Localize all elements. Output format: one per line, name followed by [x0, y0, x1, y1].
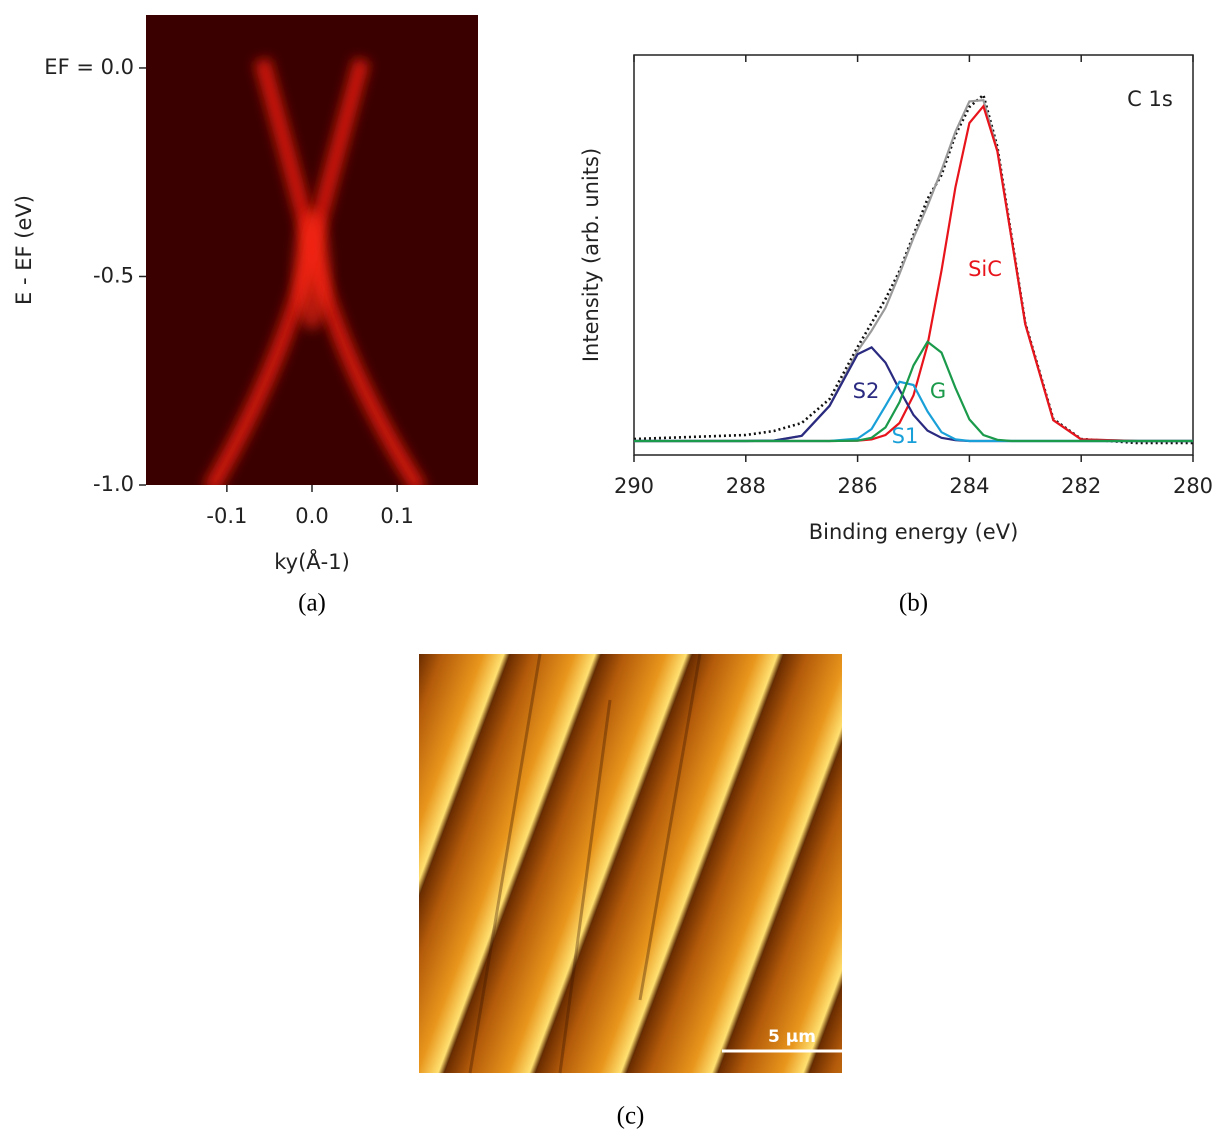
x-tick-label: -0.1 [206, 504, 247, 528]
scale-bar-label: 5 μm [768, 1027, 816, 1047]
series-label: S1 [892, 424, 919, 448]
x-axis-label: Binding energy (eV) [809, 520, 1019, 544]
afm-image [419, 653, 842, 1074]
series-line [634, 340, 1193, 443]
x-tick-label: 282 [1061, 474, 1101, 498]
y-axis-label: Intensity (arb. units) [579, 148, 603, 362]
annotation: C 1s [1127, 87, 1173, 111]
panel-caption: (b) [899, 590, 928, 617]
x-tick-label: 290 [614, 474, 654, 498]
panel-caption: (c) [617, 1103, 645, 1130]
x-tick-label: 284 [949, 474, 989, 498]
y-tick-label: -1.0 [93, 472, 134, 496]
series-line [634, 99, 1193, 443]
y-tick-label: -0.5 [93, 263, 134, 287]
x-tick-label: 286 [838, 474, 878, 498]
x-tick-label: 0.1 [380, 504, 413, 528]
plot-frame [633, 54, 1194, 456]
x-tick-label: 0.0 [295, 504, 328, 528]
series-label: G [930, 379, 946, 403]
y-axis-label: E - EF (eV) [12, 195, 36, 305]
x-tick-label: 280 [1173, 474, 1213, 498]
series-line [633, 92, 1193, 445]
series-line [634, 103, 1193, 443]
series-label: SiC [968, 257, 1002, 281]
x-tick-label: 288 [726, 474, 766, 498]
series-label: S2 [853, 379, 880, 403]
arpes-image [146, 15, 478, 485]
panel-caption: (a) [298, 590, 326, 617]
x-axis-label: ky(Å-1) [274, 548, 350, 574]
y-tick-label: EF = 0.0 [44, 55, 134, 79]
